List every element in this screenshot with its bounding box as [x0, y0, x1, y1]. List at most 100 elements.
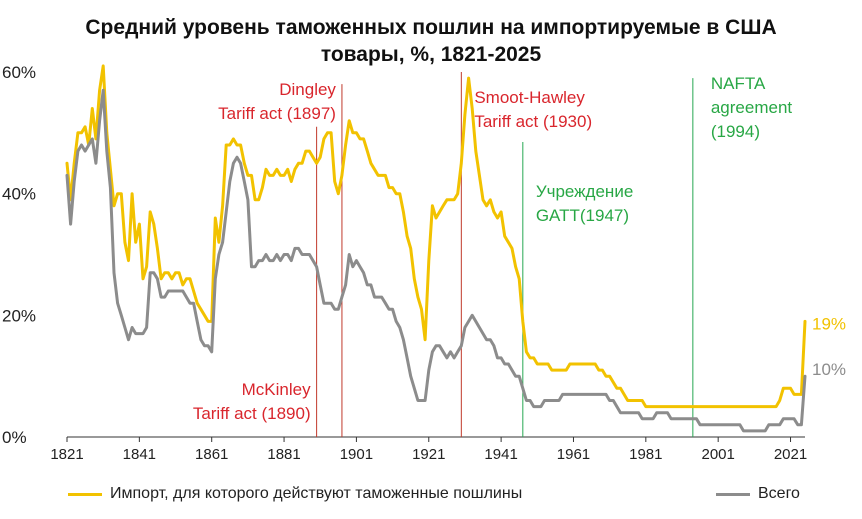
data-point-dutiable-1918 [417, 297, 418, 298]
data-point-dutiable-1869 [240, 144, 241, 145]
data-point-dutiable-1872 [251, 175, 252, 176]
data-point-total-1840 [135, 333, 136, 334]
data-point-dutiable-1831 [103, 65, 104, 66]
data-point-dutiable-1893 [327, 132, 328, 133]
data-point-dutiable-1885 [298, 163, 299, 164]
data-point-dutiable-1948 [526, 351, 527, 352]
data-point-dutiable-2000 [714, 406, 715, 407]
data-point-dutiable-1961 [573, 363, 574, 364]
data-point-total-1939 [493, 345, 494, 346]
data-point-dutiable-1848 [164, 272, 165, 273]
data-point-dutiable-2025 [804, 321, 805, 322]
data-point-dutiable-1919 [421, 309, 422, 310]
data-point-total-1970 [605, 394, 606, 395]
data-point-total-1887 [305, 254, 306, 255]
data-point-dutiable-1984 [656, 406, 657, 407]
data-point-total-1852 [179, 290, 180, 291]
data-point-dutiable-1982 [649, 406, 650, 407]
data-point-dutiable-1858 [200, 309, 201, 310]
data-point-total-1937 [486, 339, 487, 340]
data-point-total-1936 [482, 333, 483, 334]
data-point-dutiable-1891 [320, 157, 321, 158]
x-tick-label-1: 1841 [123, 446, 156, 463]
data-point-total-2006 [736, 424, 737, 425]
data-point-total-1900 [352, 266, 353, 267]
data-point-dutiable-1825 [81, 132, 82, 133]
data-point-total-1907 [378, 297, 379, 298]
data-point-dutiable-1915 [407, 236, 408, 237]
data-point-dutiable-1834 [113, 205, 114, 206]
data-point-dutiable-1959 [566, 370, 567, 371]
data-point-dutiable-1835 [117, 193, 118, 194]
data-point-total-1992 [685, 418, 686, 419]
data-point-total-2000 [714, 424, 715, 425]
data-point-total-1909 [385, 303, 386, 304]
data-point-total-1849 [168, 290, 169, 291]
data-point-total-1969 [602, 394, 603, 395]
data-point-total-1968 [598, 394, 599, 395]
data-point-total-1877 [269, 260, 270, 261]
data-point-total-1975 [624, 412, 625, 413]
event-label-1994-line-2: (1994) [711, 122, 760, 141]
data-point-dutiable-1951 [537, 363, 538, 364]
data-point-dutiable-1921 [428, 260, 429, 261]
data-point-total-1846 [157, 278, 158, 279]
data-point-dutiable-1867 [233, 138, 234, 139]
data-point-total-1926 [446, 357, 447, 358]
data-point-dutiable-1906 [374, 169, 375, 170]
data-point-total-1931 [464, 327, 465, 328]
data-point-dutiable-1842 [142, 278, 143, 279]
data-point-dutiable-2015 [768, 406, 769, 407]
data-point-dutiable-1853 [182, 284, 183, 285]
event-label-1930-line-0: Smoot-Hawley [474, 88, 585, 107]
data-point-total-1976 [627, 412, 628, 413]
data-point-dutiable-1894 [331, 132, 332, 133]
data-point-dutiable-1873 [255, 199, 256, 200]
data-point-total-2010 [750, 430, 751, 431]
data-point-dutiable-1854 [186, 278, 187, 279]
data-point-total-1869 [240, 163, 241, 164]
data-point-total-1958 [562, 394, 563, 395]
data-point-dutiable-1889 [312, 157, 313, 158]
data-point-total-2001 [718, 424, 719, 425]
data-point-dutiable-1966 [591, 363, 592, 364]
data-point-dutiable-1954 [548, 363, 549, 364]
data-point-dutiable-2024 [801, 394, 802, 395]
data-point-total-1826 [85, 151, 86, 152]
data-point-total-1893 [327, 303, 328, 304]
data-point-total-1951 [537, 406, 538, 407]
data-point-total-1938 [490, 339, 491, 340]
data-point-dutiable-1989 [674, 406, 675, 407]
y-tick-label-3: 60% [2, 63, 36, 82]
series-line-total [65, 88, 807, 433]
data-point-dutiable-1936 [482, 199, 483, 200]
data-point-total-1835 [117, 303, 118, 304]
data-point-total-1850 [171, 290, 172, 291]
data-point-dutiable-1838 [128, 260, 129, 261]
data-point-total-1952 [540, 406, 541, 407]
data-point-total-1831 [103, 90, 104, 91]
data-point-total-1823 [74, 181, 75, 182]
data-point-total-1934 [475, 321, 476, 322]
data-point-total-1839 [132, 327, 133, 328]
data-point-total-1890 [316, 266, 317, 267]
data-point-dutiable-1850 [171, 278, 172, 279]
data-point-total-1928 [454, 357, 455, 358]
data-point-dutiable-1950 [533, 357, 534, 358]
data-point-dutiable-1965 [587, 363, 588, 364]
data-point-total-1853 [182, 290, 183, 291]
event-label-1890-line-1: Tariff act (1890) [193, 404, 311, 423]
data-point-dutiable-1905 [370, 163, 371, 164]
data-point-total-1994 [692, 418, 693, 419]
data-point-dutiable-1960 [569, 363, 570, 364]
data-point-dutiable-1860 [208, 321, 209, 322]
data-point-total-1932 [468, 321, 469, 322]
data-point-total-1960 [569, 394, 570, 395]
data-point-total-1873 [255, 266, 256, 267]
data-point-total-1824 [77, 151, 78, 152]
data-point-dutiable-1930 [461, 163, 462, 164]
x-tick-label-8: 1981 [629, 446, 662, 463]
data-point-total-1990 [678, 418, 679, 419]
data-point-total-1943 [508, 363, 509, 364]
